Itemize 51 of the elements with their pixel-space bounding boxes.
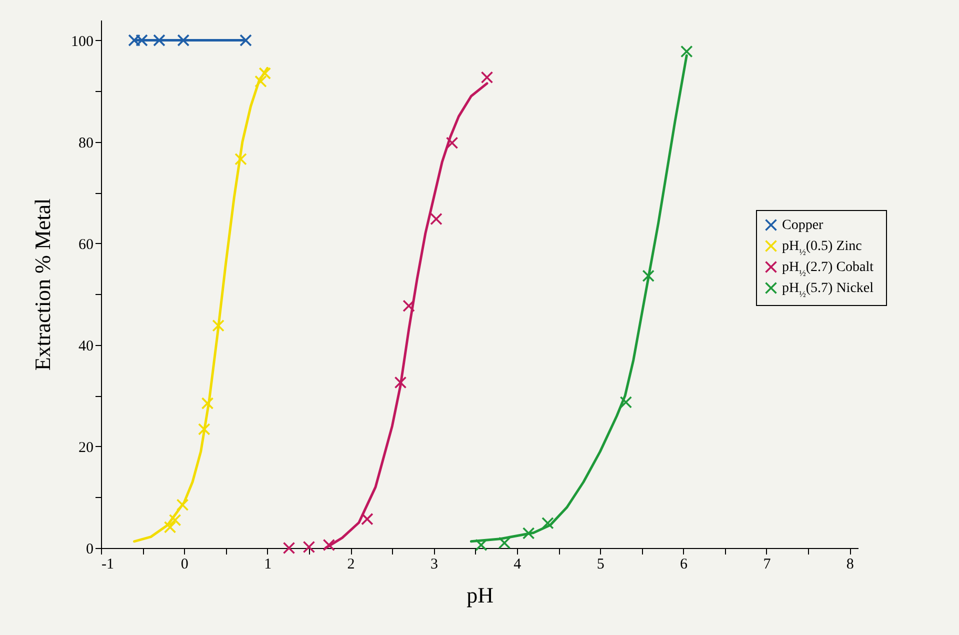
point — [480, 71, 494, 84]
point — [430, 212, 442, 226]
point — [164, 521, 176, 534]
x-tick-label: 4 — [514, 556, 522, 572]
y-tick-label: 80 — [78, 135, 94, 152]
point — [153, 34, 166, 46]
legend-label: Copper — [782, 218, 824, 233]
point — [198, 423, 210, 436]
point — [234, 152, 247, 166]
y-tick-label: 40 — [78, 338, 94, 354]
point — [168, 514, 182, 526]
point — [498, 536, 511, 550]
point — [642, 270, 655, 282]
line-series — [324, 82, 488, 550]
point — [254, 75, 267, 88]
x-tick-label: 2 — [347, 556, 355, 572]
y-tick-label: 20 — [78, 440, 94, 456]
point — [212, 319, 224, 332]
point — [402, 300, 415, 312]
x-tick-label: 6 — [680, 556, 688, 572]
legend-label: pH$_{½}$(0.5) Zinc — [782, 239, 862, 257]
y-tick-label: 60 — [78, 236, 94, 253]
x-tick-label: 0 — [180, 556, 188, 572]
point — [240, 34, 252, 46]
point — [322, 538, 336, 552]
point — [394, 376, 407, 389]
point — [522, 527, 535, 540]
point — [201, 397, 214, 410]
point — [176, 498, 189, 511]
x-tick-label: 5 — [596, 556, 604, 572]
y-axis-title: Extraction % Metal — [30, 198, 55, 371]
legend-label: pH$_{½}$(2.7) Cobalt — [782, 260, 874, 278]
point — [680, 45, 693, 58]
point — [475, 538, 488, 552]
point — [361, 512, 374, 526]
point — [177, 34, 190, 46]
x-tick-label: 3 — [430, 556, 438, 572]
point — [446, 136, 458, 150]
point — [282, 542, 296, 554]
line-series — [133, 66, 269, 543]
legend-label: pH$_{½}$(5.7) Nickel — [782, 281, 874, 299]
x-tick-label: -1 — [102, 556, 114, 572]
y-tick-label: 0 — [86, 542, 94, 558]
x-tick-label: 1 — [264, 556, 272, 572]
point — [620, 396, 632, 408]
x-tick-label: 8 — [846, 556, 854, 572]
point — [302, 540, 316, 554]
y-tick-label: 100 — [71, 34, 94, 50]
x-tick-label: 7 — [763, 556, 772, 572]
point — [542, 516, 554, 530]
x-axis-title: pH — [466, 582, 494, 608]
